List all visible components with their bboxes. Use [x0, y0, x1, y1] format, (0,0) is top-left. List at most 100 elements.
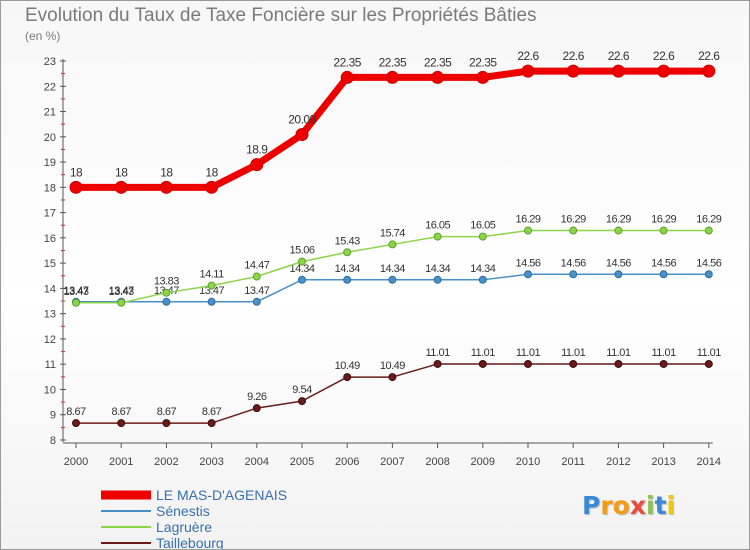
- x-tick-label: 2005: [290, 456, 314, 468]
- x-tick-label: 2013: [651, 456, 675, 468]
- data-point: [476, 70, 490, 84]
- data-label: 16.29: [515, 214, 540, 226]
- data-point: [388, 373, 397, 382]
- data-point: [704, 359, 713, 368]
- data-label: 16.29: [606, 214, 631, 226]
- data-point: [478, 232, 487, 241]
- data-label: 14.56: [696, 257, 721, 269]
- y-tick-label: 10: [44, 384, 56, 396]
- data-label: 13.47: [109, 285, 134, 297]
- series-layer: 8.67 8.67 8.67 8.67 9.26 9.54 10.49 10.49 11.01 1…: [63, 49, 722, 428]
- x-tick-label: 2007: [380, 456, 404, 468]
- data-label: 13.83: [154, 276, 179, 288]
- data-point: [298, 257, 306, 266]
- legend-label: Taillebourg: [156, 535, 224, 549]
- data-point: [433, 232, 442, 241]
- data-label: 8.67: [111, 406, 131, 418]
- data-point: [388, 275, 397, 284]
- data-point: [117, 419, 126, 428]
- data-label: 13.47: [199, 285, 224, 297]
- data-point: [433, 275, 442, 284]
- data-label: 16.29: [696, 214, 721, 226]
- y-tick-label: 17: [44, 208, 56, 220]
- data-label: 14.11: [199, 269, 224, 281]
- data-point: [298, 397, 306, 406]
- data-label: 16.05: [425, 220, 450, 232]
- data-point: [431, 70, 445, 84]
- x-tick-label: 2006: [335, 456, 359, 468]
- data-label: 20.09: [288, 113, 316, 127]
- data-point: [159, 180, 173, 194]
- logo-letter: t: [654, 491, 667, 520]
- data-point: [69, 180, 83, 194]
- data-label: 18: [205, 165, 218, 179]
- data-label: 14.34: [470, 263, 495, 275]
- data-point: [614, 270, 623, 279]
- data-point: [252, 297, 261, 306]
- data-point: [205, 180, 219, 194]
- data-label: 8.67: [66, 406, 86, 418]
- data-label: 22.35: [424, 55, 452, 69]
- data-point: [521, 64, 535, 78]
- series-2: 13.43 13.43 13.83 14.11 14.47 15.06 15.43 15.74…: [63, 214, 722, 307]
- data-label: 22.6: [698, 49, 720, 63]
- data-label: 14.34: [380, 263, 405, 275]
- data-point: [295, 128, 309, 142]
- data-label: 18.9: [246, 143, 268, 157]
- data-point: [207, 281, 216, 290]
- data-point: [207, 297, 216, 306]
- y-tick-label: 11: [45, 359, 56, 371]
- data-point: [162, 419, 171, 428]
- y-tick-label: 8: [50, 435, 56, 447]
- y-tick-label: 23: [44, 56, 56, 68]
- data-label: 22.35: [469, 55, 497, 69]
- data-point: [478, 359, 487, 368]
- y-tick-label: 14: [44, 283, 56, 295]
- data-label: 9.26: [247, 391, 267, 403]
- data-label: 11.01: [516, 347, 541, 359]
- data-point: [207, 419, 216, 428]
- data-point: [657, 64, 671, 78]
- data-label: 11.01: [561, 347, 586, 359]
- data-label: 22.6: [608, 49, 630, 63]
- data-point: [614, 226, 623, 235]
- data-point: [614, 359, 623, 368]
- logo-letter: i: [646, 491, 655, 520]
- legend-label: Sénestis: [156, 503, 210, 519]
- x-tick-label: 2010: [516, 456, 540, 468]
- data-point: [343, 275, 352, 284]
- data-label: 18: [160, 165, 173, 179]
- data-point: [250, 158, 264, 172]
- y-tick-label: 20: [44, 132, 56, 144]
- data-point: [433, 359, 442, 368]
- data-label: 22.6: [653, 49, 675, 63]
- data-point: [566, 64, 580, 78]
- data-label: 14.34: [335, 263, 360, 275]
- x-tick-label: 2011: [561, 456, 585, 468]
- data-label: 11.01: [697, 347, 722, 359]
- data-label: 13.47: [244, 285, 269, 297]
- data-point: [388, 240, 397, 249]
- data-label: 8.67: [157, 406, 177, 418]
- data-point: [117, 298, 126, 307]
- y-tick-label: 21: [44, 107, 56, 119]
- x-tick-label: 2009: [471, 456, 495, 468]
- data-point: [704, 270, 713, 279]
- data-point: [524, 270, 532, 279]
- data-label: 8.67: [202, 406, 222, 418]
- data-label: 18: [70, 165, 83, 179]
- data-label: 13.43: [109, 286, 134, 298]
- x-tick-label: 2014: [697, 456, 721, 468]
- data-label: 14.56: [651, 257, 676, 269]
- data-point: [298, 275, 306, 284]
- x-tick-label: 2001: [109, 456, 133, 468]
- data-point: [343, 373, 352, 382]
- data-point: [162, 288, 171, 297]
- legend-label: Lagruère: [156, 519, 212, 535]
- data-label: 14.56: [515, 257, 540, 269]
- data-label: 11.01: [471, 347, 496, 359]
- data-point: [702, 64, 716, 78]
- data-point: [72, 419, 80, 428]
- proxiti-logo: Proxiti: [582, 491, 675, 520]
